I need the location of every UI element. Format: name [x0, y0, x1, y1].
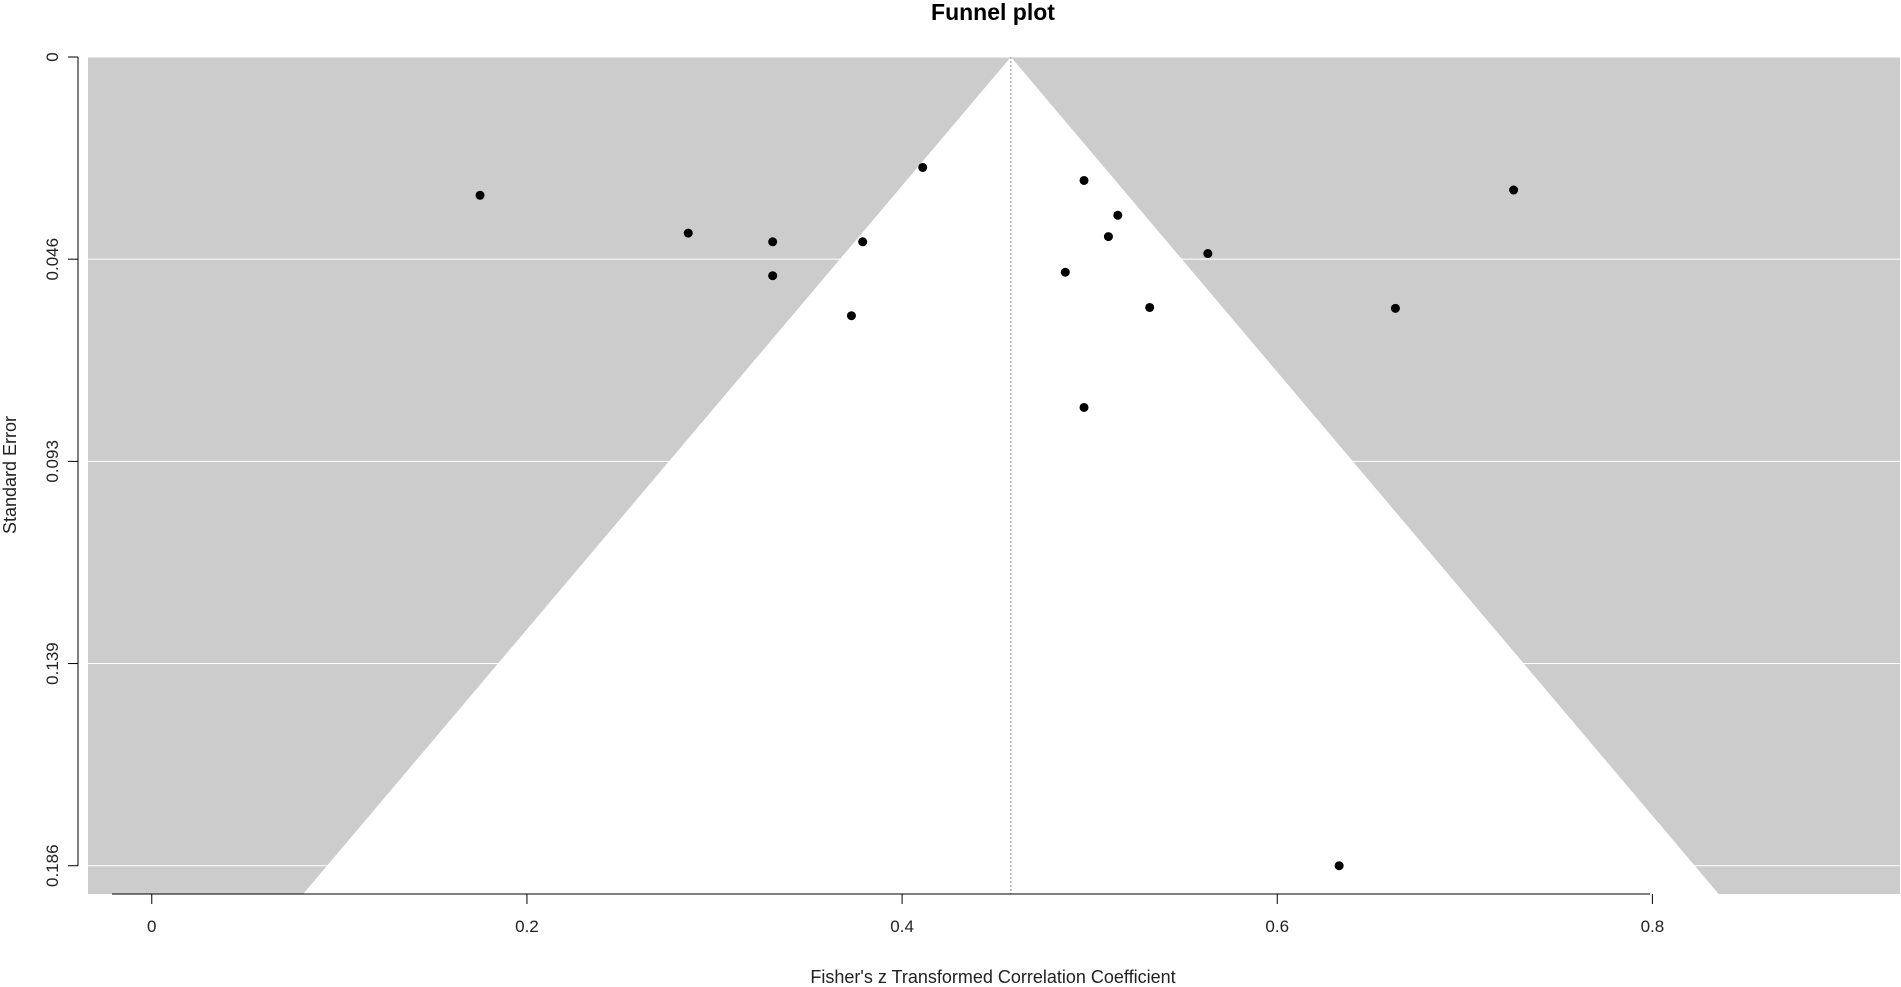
data-point — [918, 162, 928, 172]
data-point — [1113, 210, 1123, 220]
x-axis-label: Fisher's z Transformed Correlation Coeff… — [810, 967, 1175, 987]
data-point — [1103, 232, 1113, 242]
x-axis-ticks: 0 0.2 0.4 0.6 0.8 — [147, 894, 1664, 936]
x-tick-label: 0.8 — [1641, 917, 1665, 936]
data-point — [1334, 861, 1344, 871]
y-tick-label: 0.139 — [43, 642, 62, 685]
data-point — [1060, 267, 1070, 277]
funnel-region — [303, 57, 1719, 894]
y-tick-label: 0.186 — [43, 844, 62, 887]
data-points — [475, 162, 1519, 871]
data-point — [1079, 402, 1089, 412]
data-point — [1203, 249, 1213, 259]
data-point — [846, 311, 856, 321]
data-point — [1390, 303, 1400, 313]
data-point — [768, 271, 778, 281]
chart-title: Funnel plot — [931, 0, 1055, 25]
data-point — [1079, 175, 1089, 185]
y-axis-ticks: 0 0.046 0.093 0.139 0.186 — [43, 52, 79, 887]
x-tick-label: 0 — [147, 917, 156, 936]
data-point — [1509, 185, 1519, 195]
y-tick-label: 0.046 — [43, 238, 62, 281]
x-tick-label: 0.2 — [515, 917, 539, 936]
data-point — [858, 237, 868, 247]
y-tick-label: 0.093 — [43, 440, 62, 483]
x-tick-label: 0.4 — [890, 917, 914, 936]
y-axis-label: Standard Error — [0, 416, 20, 534]
x-tick-label: 0.6 — [1265, 917, 1289, 936]
y-tick-label: 0 — [43, 52, 62, 61]
data-point — [768, 237, 778, 247]
data-point — [475, 190, 485, 200]
data-point — [1145, 302, 1155, 312]
data-point — [683, 228, 693, 238]
